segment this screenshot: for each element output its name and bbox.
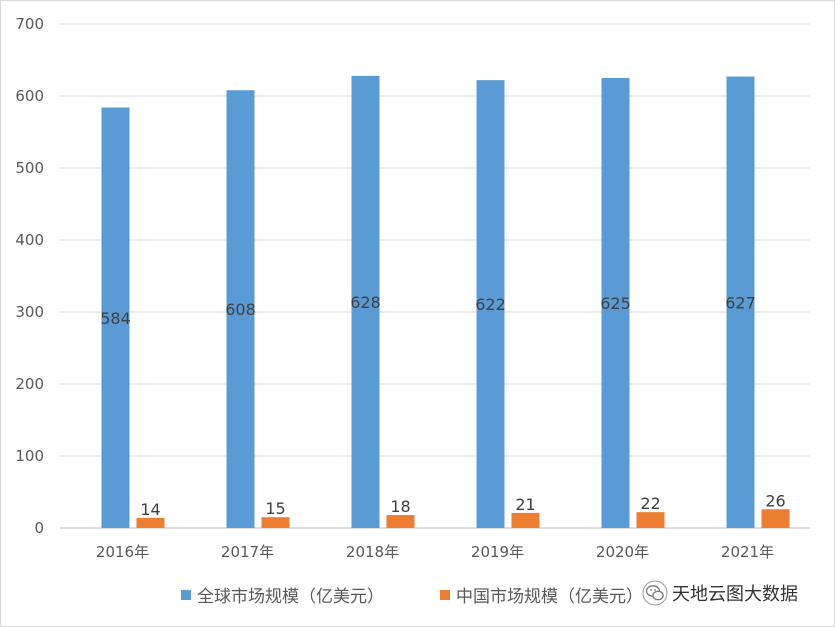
y-tick-label: 700 <box>15 15 44 33</box>
data-label: 584 <box>100 309 131 328</box>
y-tick-label: 100 <box>15 447 44 465</box>
bar-china <box>636 512 665 528</box>
y-tick-label: 600 <box>15 87 44 105</box>
wechat-icon <box>642 580 668 606</box>
bar-global <box>476 80 505 528</box>
data-label: 628 <box>350 293 381 312</box>
legend-swatch <box>440 589 450 600</box>
x-tick-label: 2019年 <box>471 543 524 561</box>
data-label: 26 <box>765 491 785 510</box>
data-label: 14 <box>140 500 160 519</box>
watermark: 天地云图大数据 <box>640 578 802 608</box>
y-tick-label: 0 <box>34 519 44 537</box>
bar-global <box>726 76 755 528</box>
bar-chart: 0 100 200 300 400 500 600 700 2016年 584 14 2017年 608… <box>15 15 810 561</box>
data-label: 622 <box>475 295 506 314</box>
watermark-text: 天地云图大数据 <box>672 584 798 605</box>
data-label: 15 <box>265 499 285 518</box>
bar-china <box>761 509 790 528</box>
y-tick-label: 500 <box>15 159 44 177</box>
legend-label: 全球市场规模（亿美元） <box>197 587 384 607</box>
data-label: 625 <box>600 294 631 313</box>
data-label: 22 <box>640 494 660 513</box>
bar-china <box>261 517 290 528</box>
y-tick-label: 400 <box>15 231 44 249</box>
chart-legend: 全球市场规模（亿美元） 中国市场规模（亿美元） <box>0 582 835 608</box>
x-tick-label: 2017年 <box>221 543 274 561</box>
legend-label: 中国市场规模（亿美元） <box>456 587 643 607</box>
x-tick-label: 2018年 <box>346 543 399 561</box>
data-label: 18 <box>390 497 410 516</box>
x-tick-label: 2021年 <box>721 543 774 561</box>
bar-global <box>101 107 130 529</box>
bar-global <box>351 75 380 528</box>
data-label: 608 <box>225 300 256 319</box>
y-tick-label: 300 <box>15 303 44 321</box>
bar-global <box>226 90 255 529</box>
data-label: 627 <box>725 293 756 312</box>
x-tick-label: 2016年 <box>96 543 149 561</box>
bar-china <box>136 517 165 528</box>
legend-item: 全球市场规模（亿美元） <box>181 582 384 607</box>
legend-swatch <box>181 589 191 600</box>
bar-global <box>601 78 630 528</box>
data-label: 21 <box>515 495 535 514</box>
legend-item: 中国市场规模（亿美元） <box>440 582 643 607</box>
x-tick-label: 2020年 <box>596 543 649 561</box>
y-tick-label: 200 <box>15 375 44 393</box>
bar-china <box>511 512 540 528</box>
bar-china <box>386 515 415 528</box>
